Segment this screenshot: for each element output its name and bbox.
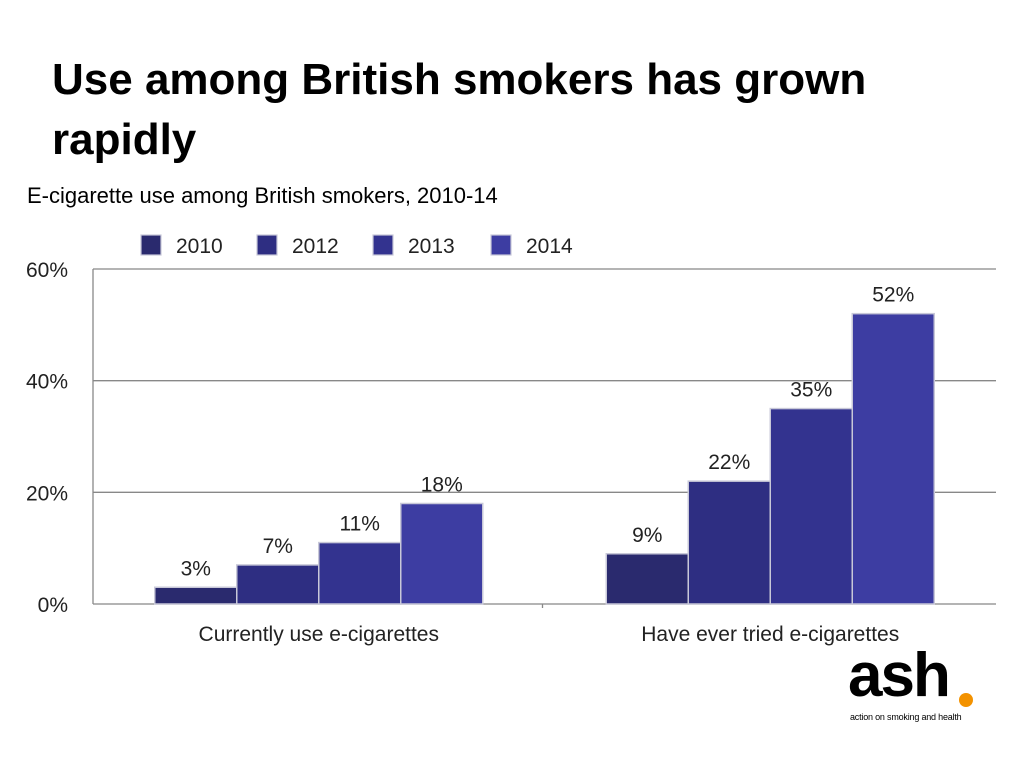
legend-label: 2014 (526, 235, 573, 258)
data-label: 7% (263, 535, 293, 558)
bar-2014 (851, 312, 935, 605)
bar-2010 (154, 586, 238, 605)
x-tick-label: Currently use e-cigarettes (199, 623, 439, 646)
legend-swatch (490, 234, 512, 256)
data-label: 3% (181, 557, 211, 580)
data-label: 11% (340, 513, 380, 536)
logo-word: ash (848, 641, 951, 710)
slide-title: Use among British smokers has grown rapi… (52, 55, 867, 164)
data-label: 35% (790, 379, 832, 402)
chart-title: E-cigarette use among British smokers, 2… (27, 183, 498, 208)
ash-logo: ash action on smoking and health (848, 641, 978, 730)
data-label: 52% (872, 284, 914, 307)
logo-dot (959, 693, 973, 707)
data-label: 22% (708, 451, 750, 474)
bar-2010 (605, 553, 689, 605)
bar-2014 (400, 502, 484, 605)
legend-swatch (256, 234, 278, 256)
bar-2013 (318, 541, 402, 605)
legend-label: 2013 (408, 235, 455, 258)
x-tick-label: Have ever tried e-cigarettes (641, 623, 899, 646)
legend-swatch (140, 234, 162, 256)
logo-tagline: action on smoking and health (850, 712, 962, 722)
y-tick-label: 60% (26, 259, 68, 282)
data-label: 18% (421, 474, 463, 497)
y-tick-label: 20% (26, 482, 68, 505)
bar-2013 (769, 407, 853, 605)
legend-swatch (372, 234, 394, 256)
legend-label: 2010 (176, 235, 223, 258)
bar-2012 (687, 480, 771, 605)
data-label: 9% (632, 524, 662, 547)
y-tick-label: 40% (26, 371, 68, 394)
y-tick-label: 0% (38, 594, 68, 617)
bar-2012 (236, 564, 320, 605)
legend-label: 2012 (292, 235, 339, 258)
